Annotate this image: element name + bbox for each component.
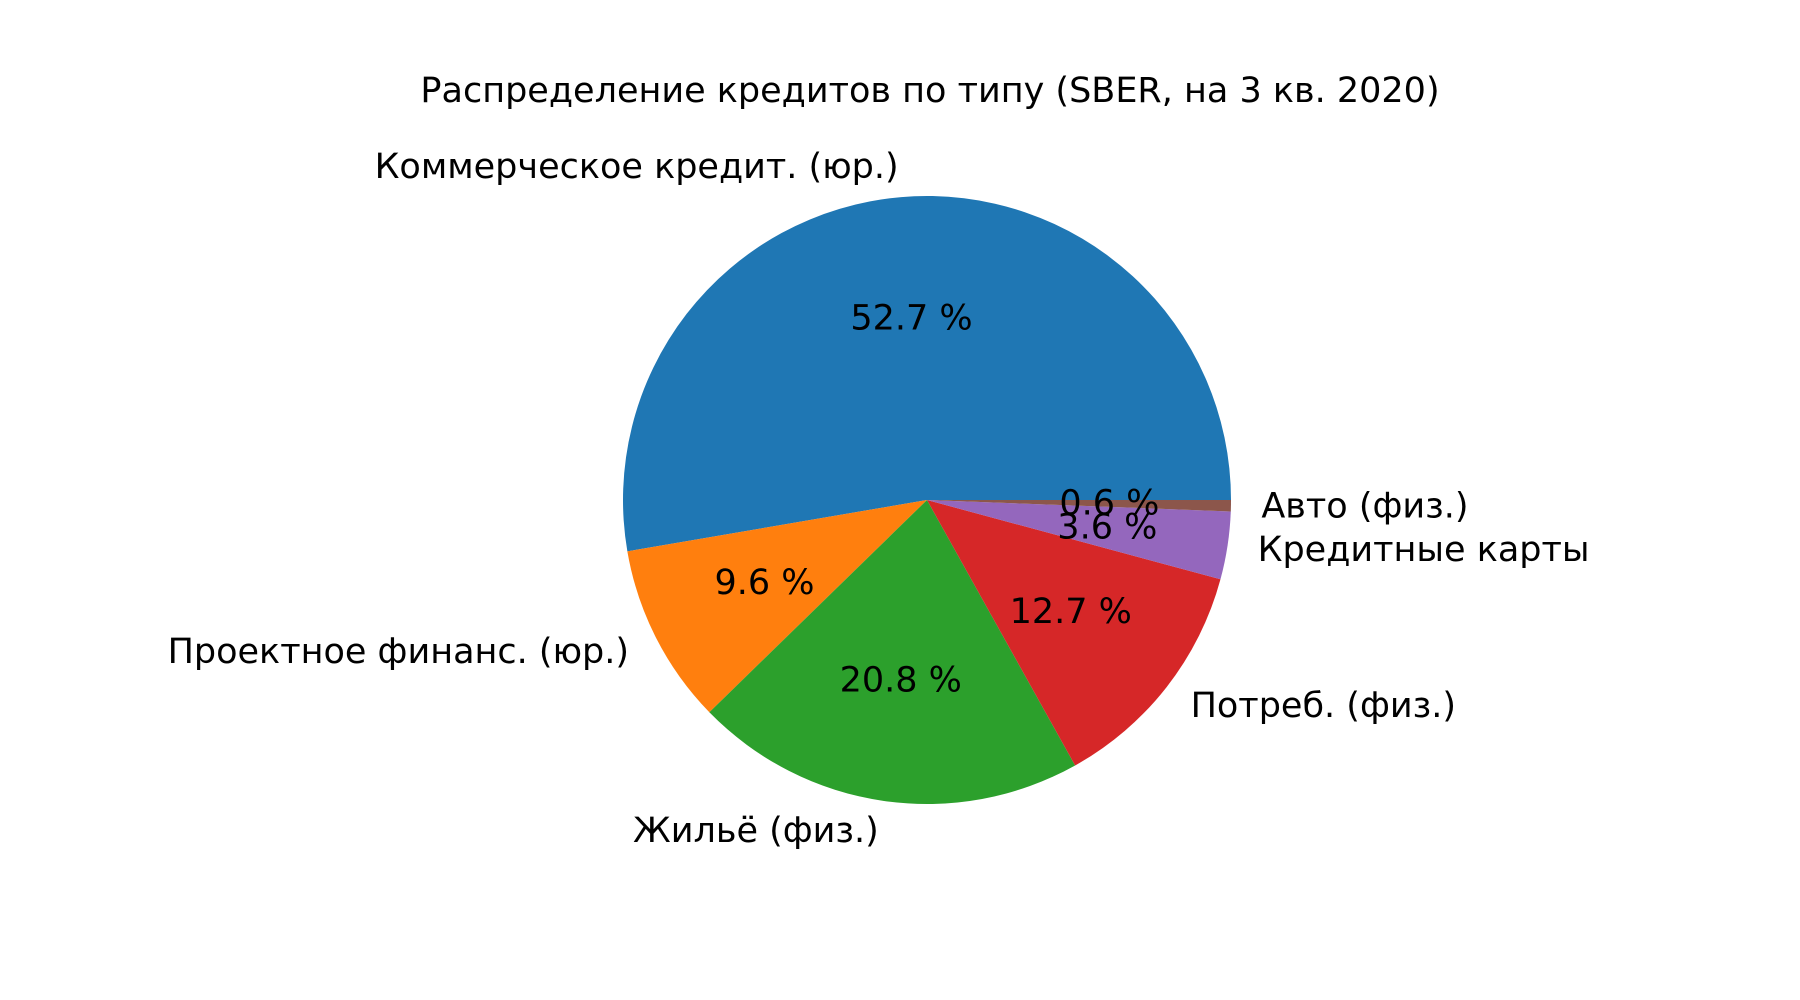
slice-5-percent-label: 3.6 % xyxy=(1057,507,1157,547)
slice-2-percent-label: 9.6 % xyxy=(714,563,814,603)
pie-slices xyxy=(623,196,1231,805)
slice-3-percent-label: 20.8 % xyxy=(840,660,962,700)
slice-3-wedge xyxy=(709,500,1076,805)
slice-5-category-label: Кредитные карты xyxy=(1258,530,1590,570)
slice-4-category-label: Потреб. (физ.) xyxy=(1191,686,1456,726)
slice-2-category-label: Проектное финанс. (юр.) xyxy=(168,632,629,672)
pie-labels: 52.7 % Коммерческое кредит. (юр.) 9.6 % Про… xyxy=(168,147,1590,851)
slice-4-percent-label: 12.7 % xyxy=(1010,592,1132,632)
chart-title: Распределение кредитов по типу (SBER, на… xyxy=(420,71,1439,111)
slice-6-category-label: Авто (физ.) xyxy=(1261,486,1468,526)
slice-1-percent-label: 52.7 % xyxy=(850,298,972,338)
slice-2-wedge xyxy=(627,500,927,713)
slice-4-wedge xyxy=(927,500,1221,766)
slice-6-wedge xyxy=(927,500,1231,512)
slice-5-wedge xyxy=(927,500,1231,580)
slice-6-percent-label: 0.6 % xyxy=(1059,483,1159,523)
slice-1-wedge xyxy=(623,196,1231,552)
slice-1-category-label: Коммерческое кредит. (юр.) xyxy=(375,147,899,187)
slice-3-category-label: Жильё (физ.) xyxy=(633,811,879,851)
